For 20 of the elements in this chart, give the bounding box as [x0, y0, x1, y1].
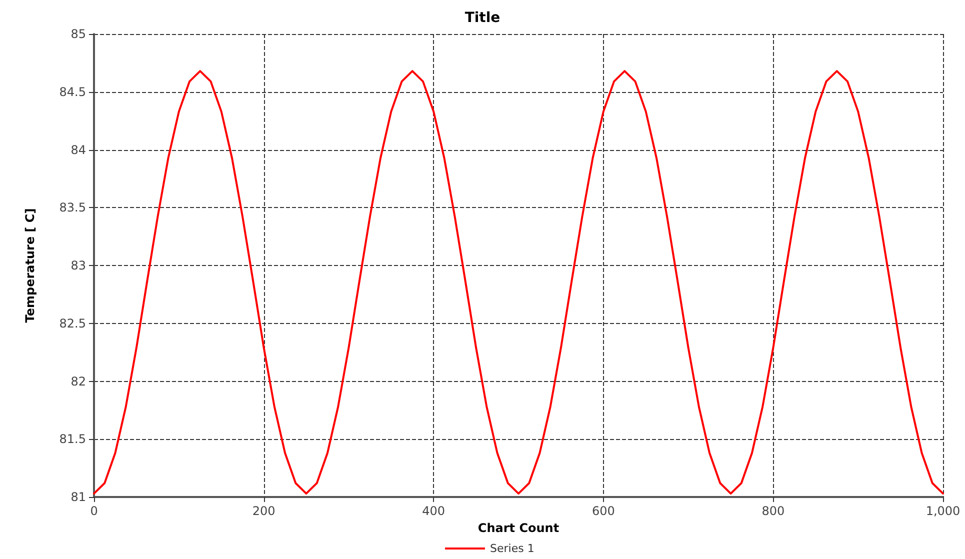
x-tick-label: 200 [252, 504, 276, 518]
legend-label: Series 1 [490, 542, 534, 555]
x-tick-label: 800 [762, 504, 785, 518]
x-tick-label: 400 [422, 504, 446, 518]
y-tick-label: 83 [70, 258, 86, 272]
y-tick-label: 85 [70, 27, 86, 41]
x-tick-label: 0 [90, 504, 98, 518]
y-tick-label: 84.5 [59, 84, 86, 99]
y-tick-label: 82 [70, 374, 86, 388]
y-tick-label: 83.5 [59, 200, 86, 215]
x-tick-label: 600 [592, 504, 615, 518]
y-tick-label: 84 [70, 142, 86, 157]
y-tick-label: 81 [70, 490, 86, 504]
line-series [93, 70, 944, 495]
y-tick-label: 82.5 [59, 316, 86, 330]
y-tick-label: 81.5 [59, 432, 86, 446]
x-tick-label: 1,000 [926, 504, 960, 518]
chart-title: Title [464, 10, 500, 26]
x-axis-title: Chart Count [478, 520, 560, 535]
y-axis-title: Temperature [ C] [23, 208, 37, 323]
